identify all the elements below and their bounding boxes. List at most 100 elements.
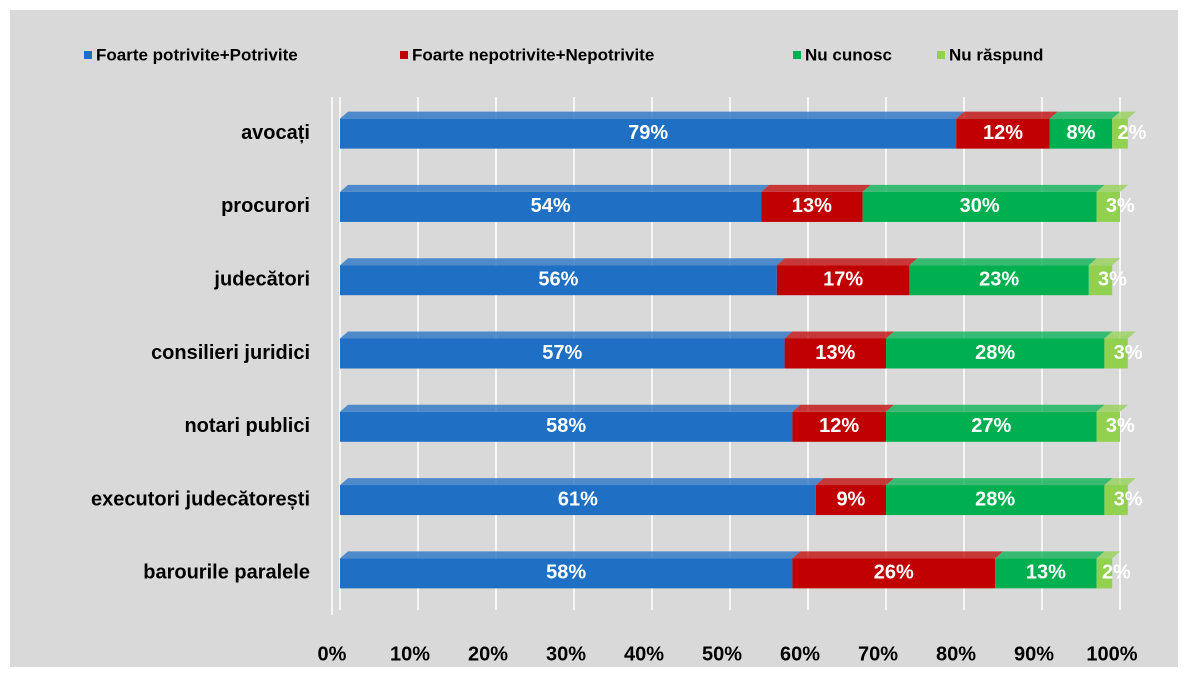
value-label: 3% [1098, 268, 1127, 290]
legend-label: Nu cunosc [805, 45, 892, 64]
x-tick-label: 70% [858, 643, 898, 665]
bar-top [776, 258, 918, 266]
bar-top [995, 551, 1105, 559]
value-label: 54% [531, 195, 571, 217]
value-label: 9% [836, 488, 865, 510]
bar-segment [340, 558, 793, 589]
value-label: 58% [546, 415, 586, 437]
legend-swatch [937, 51, 945, 59]
bar-top [1049, 111, 1121, 119]
value-label: 57% [542, 342, 582, 364]
value-label: 28% [975, 342, 1015, 364]
value-label: 3% [1106, 415, 1135, 437]
y-tick-label: executori judecătorești [91, 488, 310, 510]
value-label: 28% [975, 488, 1015, 510]
value-label: 17% [823, 268, 863, 290]
bar-segment [886, 485, 1105, 516]
x-tick-label: 90% [1014, 643, 1054, 665]
bar-segment [815, 485, 886, 516]
bar-top [1104, 331, 1136, 339]
bar-top [340, 478, 824, 486]
value-label: 13% [792, 195, 832, 217]
value-label: 56% [538, 268, 578, 290]
bar-segment [792, 558, 996, 589]
bar-segment [340, 191, 762, 222]
value-label: 79% [628, 122, 668, 144]
x-tick-label: 40% [624, 643, 664, 665]
x-tick-label: 80% [936, 643, 976, 665]
bar-top [340, 331, 793, 339]
bar-segment [1112, 118, 1128, 149]
bar-top [340, 404, 801, 412]
value-label: 8% [1067, 122, 1096, 144]
x-tick-label: 50% [702, 643, 742, 665]
value-label: 23% [979, 268, 1019, 290]
value-label: 2% [1102, 562, 1131, 584]
bar-segment [761, 191, 863, 222]
legend-swatch [400, 51, 408, 59]
x-tick-label: 30% [546, 643, 586, 665]
bar-top [886, 331, 1113, 339]
bar-top [956, 111, 1058, 119]
bar-top [792, 551, 1004, 559]
value-label: 58% [546, 562, 586, 584]
bar-segment [909, 265, 1089, 296]
bar-top [761, 184, 871, 192]
bar-top [886, 478, 1113, 486]
bar-top [340, 258, 785, 266]
value-label: 13% [1026, 562, 1066, 584]
bar-top [340, 184, 770, 192]
value-label: 3% [1106, 195, 1135, 217]
bar-segment [340, 118, 957, 149]
value-label: 3% [1114, 342, 1143, 364]
bar-segment [995, 558, 1097, 589]
legend-label: Nu răspund [949, 45, 1043, 64]
bar-top [886, 404, 1105, 412]
bar-segment [784, 338, 886, 369]
legend-swatch [793, 51, 801, 59]
bar-segment [1104, 338, 1128, 369]
bar-top [1096, 551, 1121, 559]
bar-segment [956, 118, 1050, 149]
bar-segment [886, 411, 1097, 442]
value-label: 30% [960, 195, 1000, 217]
bar-segment [340, 338, 785, 369]
bar-segment [340, 411, 793, 442]
bar-top [792, 404, 894, 412]
bar-top [815, 478, 894, 486]
x-tick-label: 0% [318, 643, 347, 665]
bar-segment [776, 265, 910, 296]
y-tick-label: procurori [221, 195, 310, 217]
bar-top [340, 111, 965, 119]
y-tick-label: notari publici [184, 415, 310, 437]
bar-segment [1104, 485, 1128, 516]
bar-segment [340, 265, 777, 296]
bar-segment [340, 485, 816, 516]
x-tick-label: 10% [390, 643, 430, 665]
bar-top [784, 331, 894, 339]
bar-top [1096, 184, 1128, 192]
bar-segment [1088, 265, 1113, 296]
bar-top [862, 184, 1105, 192]
value-label: 12% [819, 415, 859, 437]
bar-top [1104, 478, 1136, 486]
legend-label: Foarte nepotrivite+Nepotrivite [412, 45, 654, 64]
value-label: 13% [815, 342, 855, 364]
x-tick-label: 20% [468, 643, 508, 665]
bar-top [909, 258, 1097, 266]
x-tick-label: 100% [1086, 643, 1137, 665]
legend-swatch [84, 51, 92, 59]
bar-segment [1096, 558, 1113, 589]
bar-top [1088, 258, 1121, 266]
value-label: 3% [1114, 488, 1143, 510]
legend-label: Foarte potrivite+Potrivite [96, 45, 298, 64]
y-tick-label: barourile paralele [143, 562, 310, 584]
bar-top [340, 551, 801, 559]
value-label: 61% [558, 488, 598, 510]
y-tick-label: judecători [213, 268, 310, 290]
value-label: 27% [971, 415, 1011, 437]
bar-segment [1049, 118, 1113, 149]
bar-top [1112, 111, 1136, 119]
value-label: 26% [874, 562, 914, 584]
